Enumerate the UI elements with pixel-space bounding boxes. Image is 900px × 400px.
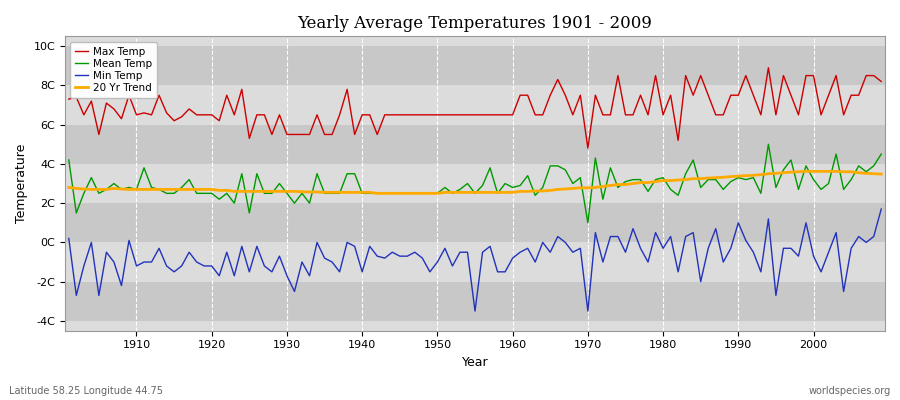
Min Temp [508, 256, 518, 260]
Line: Max Temp: Max Temp [68, 68, 881, 148]
20 Yr Trend [63, 185, 74, 190]
Max Temp [63, 97, 74, 102]
Bar [65, 46, 885, 85]
Bar [65, 242, 885, 282]
Min Temp [334, 270, 345, 274]
Legend: Max Temp, Mean Temp, Min Temp, 20 Yr Trend: Max Temp, Mean Temp, Min Temp, 20 Yr Tre… [70, 42, 158, 98]
Max Temp [605, 112, 616, 117]
Max Temp [289, 132, 300, 137]
20 Yr Trend [515, 189, 526, 194]
Max Temp [123, 93, 134, 98]
Mean Temp [334, 191, 345, 196]
Max Temp [876, 79, 886, 84]
Max Temp [500, 112, 510, 117]
X-axis label: Year: Year [462, 356, 489, 369]
Mean Temp [605, 166, 616, 170]
Line: Mean Temp: Mean Temp [68, 144, 881, 223]
20 Yr Trend [123, 187, 134, 192]
20 Yr Trend [508, 190, 518, 195]
20 Yr Trend [876, 172, 886, 176]
20 Yr Trend [372, 191, 382, 196]
Min Temp [876, 207, 886, 212]
Mean Temp [763, 142, 774, 147]
Max Temp [334, 112, 345, 117]
Min Temp [515, 250, 526, 255]
Bar [65, 164, 885, 203]
Mean Temp [876, 152, 886, 156]
Max Temp [763, 65, 774, 70]
Mean Temp [123, 185, 134, 190]
Bar [65, 125, 885, 164]
Text: worldspecies.org: worldspecies.org [809, 386, 891, 396]
Line: 20 Yr Trend: 20 Yr Trend [68, 171, 881, 193]
Mean Temp [500, 181, 510, 186]
Bar [65, 85, 885, 125]
20 Yr Trend [605, 183, 616, 188]
Line: Min Temp: Min Temp [68, 209, 881, 311]
20 Yr Trend [289, 189, 300, 194]
Max Temp [508, 112, 518, 117]
Min Temp [470, 309, 481, 314]
Mean Temp [63, 158, 74, 162]
Min Temp [63, 236, 74, 241]
Max Temp [582, 146, 593, 151]
Bar [65, 203, 885, 242]
Min Temp [605, 234, 616, 239]
Title: Yearly Average Temperatures 1901 - 2009: Yearly Average Temperatures 1901 - 2009 [298, 15, 652, 32]
Min Temp [289, 289, 300, 294]
20 Yr Trend [334, 190, 345, 195]
Y-axis label: Temperature: Temperature [15, 144, 28, 223]
20 Yr Trend [801, 169, 812, 174]
Text: Latitude 58.25 Longitude 44.75: Latitude 58.25 Longitude 44.75 [9, 386, 163, 396]
Bar [65, 282, 885, 321]
Mean Temp [582, 220, 593, 225]
Mean Temp [508, 185, 518, 190]
Min Temp [123, 238, 134, 243]
Mean Temp [289, 201, 300, 206]
